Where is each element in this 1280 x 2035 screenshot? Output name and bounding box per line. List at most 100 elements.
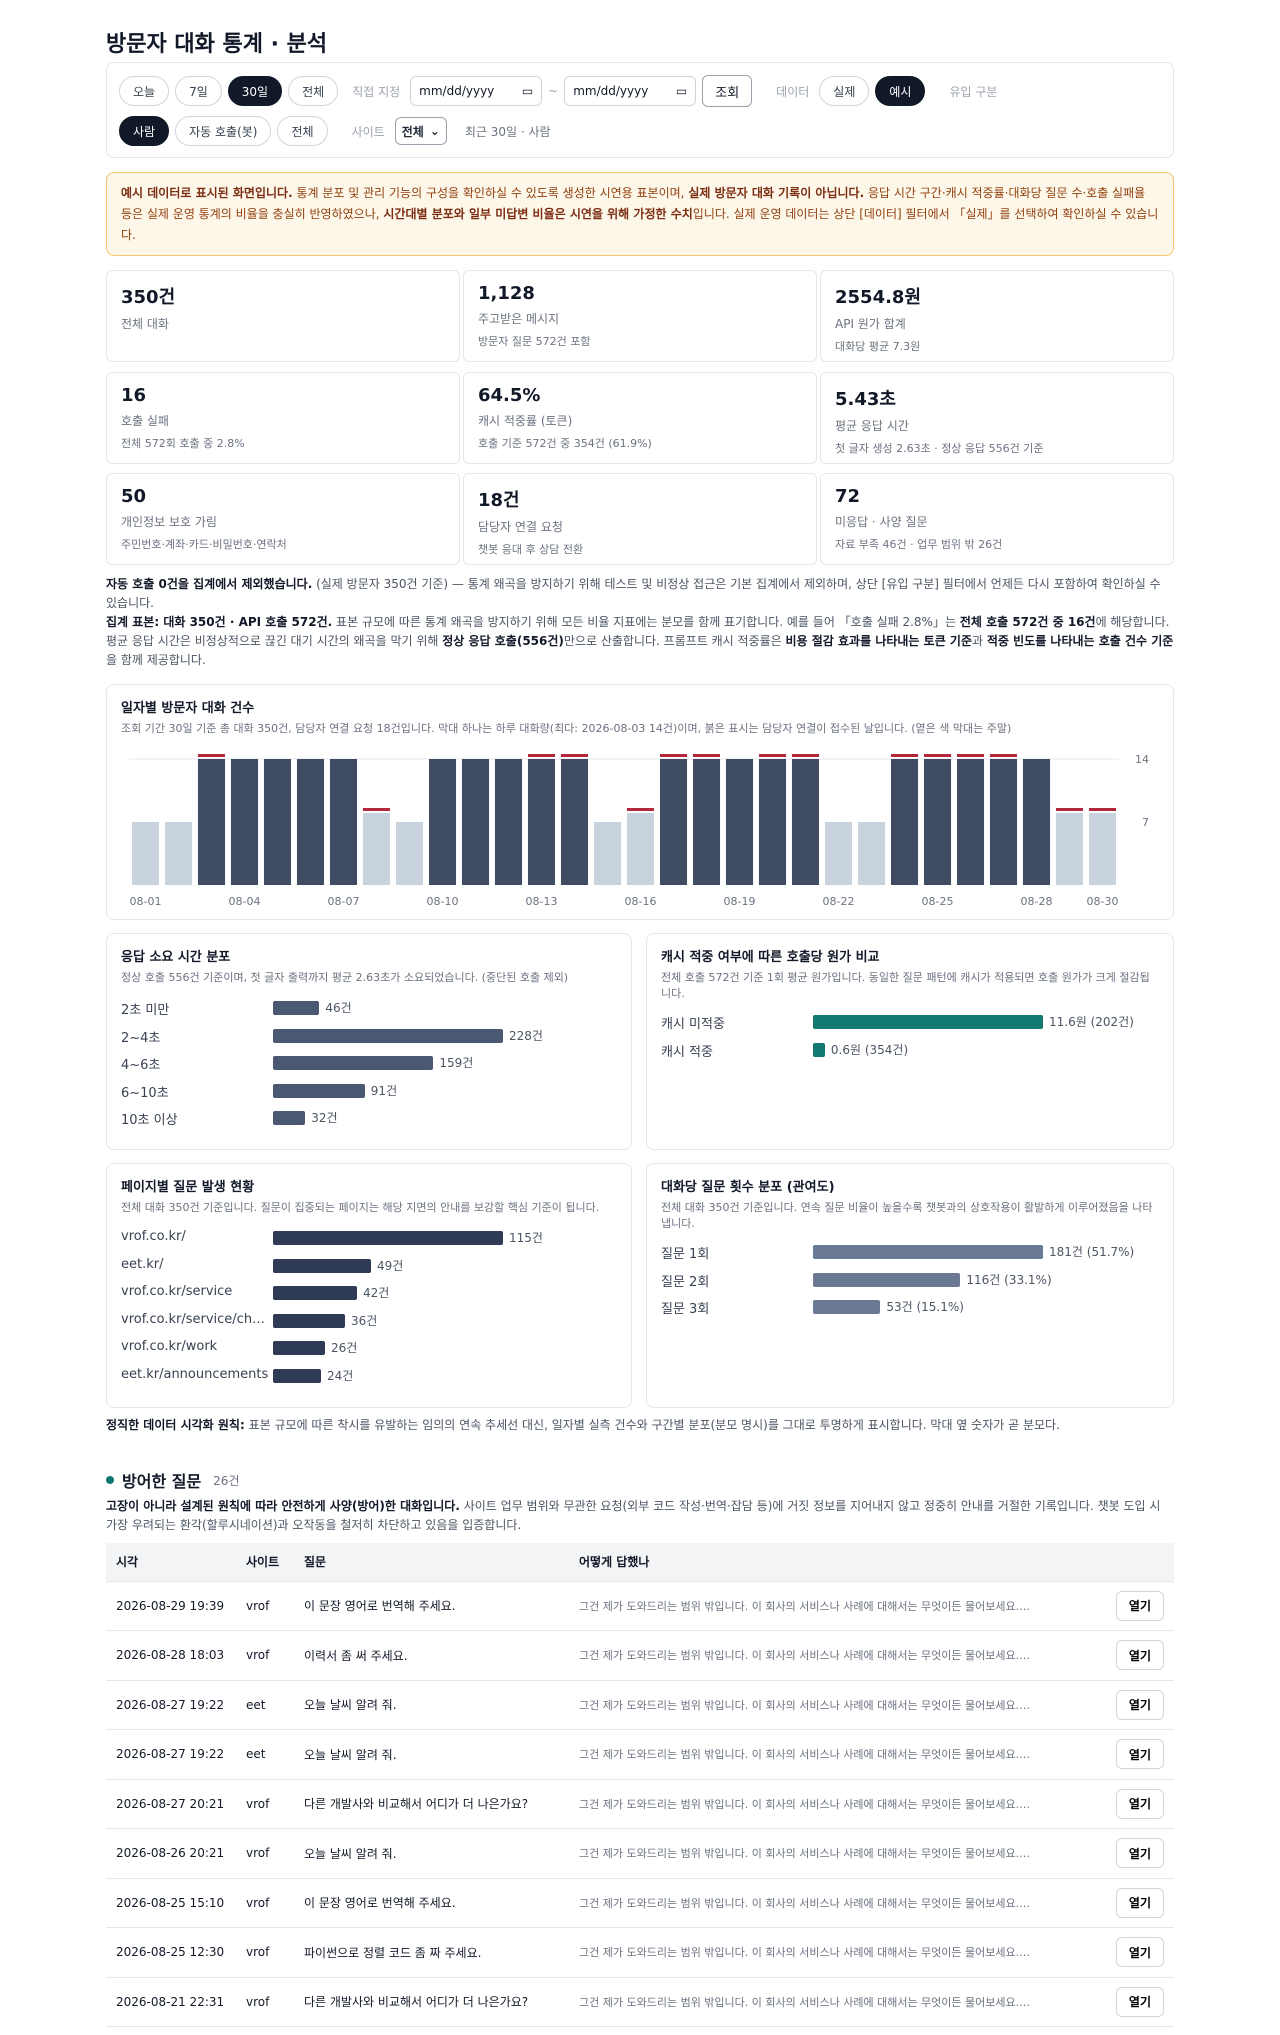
cache-cost-title: 캐시 적중 여부에 따른 호출당 원가 비교 (661, 950, 880, 965)
bar-value: 53건 (15.1%) (886, 1300, 964, 1314)
query-button[interactable]: 조회 (702, 75, 753, 107)
open-button[interactable]: 열기 (1115, 1739, 1164, 1770)
open-button[interactable]: 열기 (1115, 1689, 1164, 1720)
bar-label: eet.kr/ (121, 1256, 164, 1272)
bar (273, 1313, 345, 1328)
daily-bar[interactable] (164, 822, 193, 885)
stat-card: 1,128 주고받은 메시지 방문자 질문 572건 포함 (463, 270, 817, 362)
daily-bar[interactable] (725, 759, 754, 885)
bar-row: vrof.co.kr/work 26건 (121, 1336, 617, 1360)
bar-value: 36건 (351, 1313, 378, 1328)
cell-answer: 그건 제가 도와드리는 범위 밖입니다. 이 회사의 서비스나 사례에 대해서는… (569, 1630, 1099, 1681)
cell-time: 2026-08-28 18:03 (106, 1630, 236, 1681)
open-button[interactable]: 열기 (1115, 1986, 1164, 2017)
daily-bar[interactable] (758, 759, 787, 885)
daily-bar[interactable] (791, 759, 820, 885)
daily-bar[interactable] (527, 759, 556, 885)
daily-bar[interactable] (131, 822, 160, 885)
daily-bar[interactable] (890, 759, 919, 885)
bar-row: eet.kr/49건 (121, 1254, 617, 1278)
cell-site: eet (236, 1680, 294, 1730)
date-from-input[interactable]: mm/dd/yyyy ▭ (410, 76, 543, 106)
daily-bar[interactable] (362, 813, 391, 885)
handoff-marker (659, 754, 688, 757)
date-to-input[interactable]: mm/dd/yyyy ▭ (564, 76, 697, 106)
daily-bar[interactable] (1088, 813, 1117, 885)
bar-value: 49건 (377, 1258, 404, 1273)
daily-bar[interactable] (1055, 813, 1084, 885)
bar-row: 2~4초 228건 (121, 1024, 617, 1048)
stat-label: 호출 실패 (121, 414, 169, 428)
daily-bar[interactable] (956, 759, 985, 885)
daily-bar[interactable] (560, 759, 589, 885)
cell-action: 열기 (1099, 1927, 1174, 1978)
bar-value: 115건 (509, 1231, 543, 1245)
response-time-subtitle: 정상 호출 556건 기준이며, 첫 글자 출력까지 평균 2.63초가 소요되… (121, 971, 569, 984)
daily-bar[interactable] (329, 759, 358, 885)
cell-answer: 그건 제가 도와드리는 범위 밖입니다. 이 회사의 서비스나 사례에 대해서는… (569, 1680, 1099, 1730)
handoff-marker (1055, 808, 1084, 811)
bar-label: eet.kr/announcements (121, 1366, 269, 1382)
x-tick-label: 08-07 (328, 895, 360, 908)
daily-bar[interactable] (989, 759, 1018, 885)
period-pill[interactable]: 7일 (175, 76, 222, 106)
open-button[interactable]: 열기 (1115, 1887, 1164, 1918)
open-button[interactable]: 열기 (1115, 1590, 1164, 1621)
bar-value: 24건 (327, 1368, 354, 1383)
period-pill[interactable]: 30일 (227, 76, 283, 106)
daily-bar[interactable] (494, 759, 523, 885)
daily-bar[interactable] (659, 759, 688, 885)
site-select[interactable]: 전체 ⌄ (394, 117, 447, 145)
cell-action: 열기 (1099, 1680, 1174, 1730)
daily-bar[interactable] (296, 759, 325, 885)
period-pill[interactable]: 전체 (288, 76, 339, 106)
handoff-marker (791, 754, 820, 757)
daily-bar[interactable] (428, 759, 457, 885)
daily-bar[interactable] (197, 759, 226, 885)
stat-label: 평균 응답 시간 (835, 419, 909, 433)
bar-value: 32건 (311, 1111, 338, 1125)
x-tick-label: 08-22 (823, 895, 855, 908)
bar (813, 1042, 825, 1057)
page-title: 방문자 대화 통계 · 분석 (106, 32, 328, 57)
daily-bar[interactable] (230, 759, 259, 885)
bar (273, 1286, 357, 1300)
daily-bar[interactable] (461, 759, 490, 885)
bar-row: 캐시 적중 0.6원 (354건) (661, 1038, 1159, 1062)
open-button[interactable]: 열기 (1115, 1640, 1164, 1671)
inflow-pill[interactable]: 전체 (277, 116, 328, 146)
bar-label: 캐시 미적중 (661, 1017, 725, 1032)
daily-bar[interactable] (692, 759, 721, 885)
stat-value: 350건 (121, 287, 176, 308)
data-source-pill[interactable]: 실제 (819, 76, 870, 106)
inflow-pill[interactable]: 자동 호출(봇) (175, 116, 272, 146)
daily-bar[interactable] (593, 822, 622, 885)
bar-row: vrof.co.kr/115건 (121, 1226, 617, 1250)
stat-card: 350건 전체 대화 (106, 270, 460, 362)
daily-bar[interactable] (824, 822, 853, 885)
daily-bar[interactable] (626, 813, 655, 885)
cell-action: 열기 (1099, 1878, 1174, 1928)
handoff-marker (989, 754, 1018, 757)
stat-value: 5.43초 (835, 389, 896, 410)
period-pill[interactable]: 오늘 (119, 76, 170, 106)
x-tick-label: 08-04 (229, 895, 261, 908)
daily-bar[interactable] (857, 822, 886, 885)
daily-bar[interactable] (1022, 759, 1051, 885)
daily-bar[interactable] (923, 759, 952, 885)
open-button[interactable]: 열기 (1115, 1838, 1164, 1869)
daily-bar[interactable] (395, 822, 424, 885)
inflow-pill[interactable]: 사람 (119, 116, 170, 146)
bar-label: 질문 3회 (661, 1302, 710, 1317)
bar-row: 질문 3회 53건 (15.1%) (661, 1295, 1159, 1319)
stat-card: 72 미응답 · 사양 질문 자료 부족 46건 · 업무 범위 밖 26건 (820, 473, 1174, 565)
data-filter-label: 데이터 (776, 84, 810, 99)
open-button[interactable]: 열기 (1115, 1788, 1164, 1819)
daily-bar[interactable] (263, 759, 292, 885)
stat-sub: 주민번호·계좌·카드·비밀번호·연락처 (121, 538, 287, 551)
open-button[interactable]: 열기 (1115, 1937, 1164, 1968)
table-row: 2026-08-25 12:30 vrof 파이썬으로 정렬 코드 좀 짜 주세요.… (106, 1927, 1174, 1978)
defended-count: 26건 (213, 1473, 240, 1488)
bar (273, 1111, 306, 1125)
data-source-pill[interactable]: 예시 (875, 76, 926, 106)
